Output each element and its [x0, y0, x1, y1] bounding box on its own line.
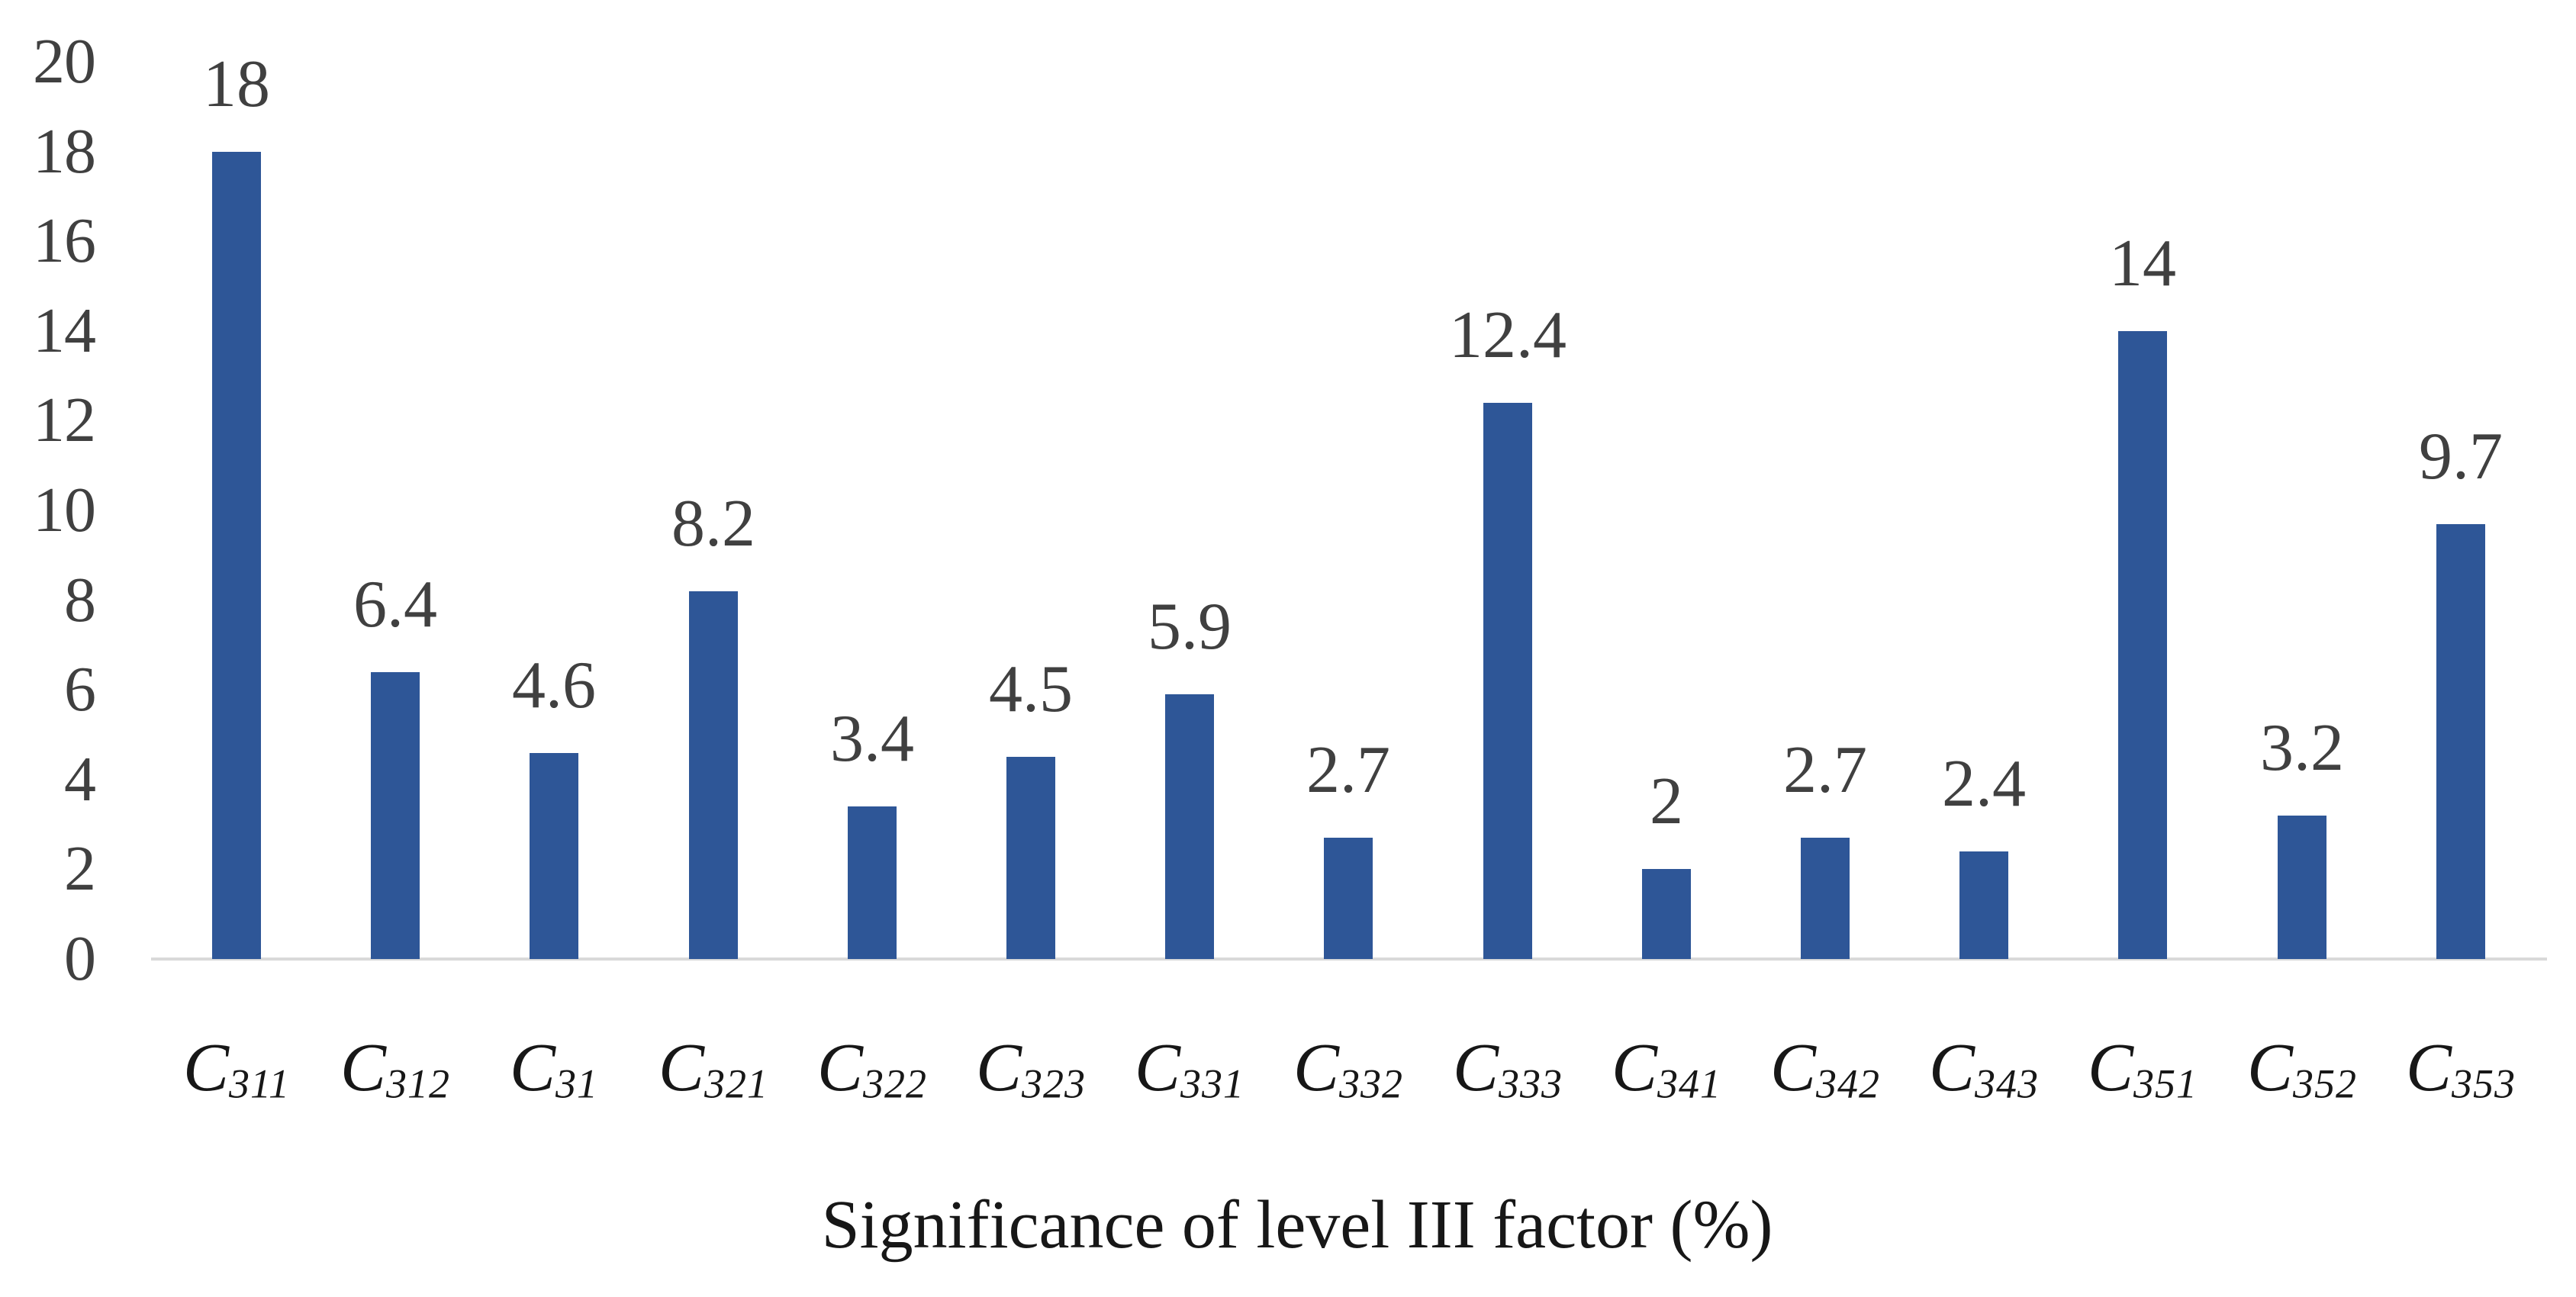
y-tick-label: 20	[33, 26, 96, 97]
category-label: C311	[78, 1030, 395, 1106]
bar-value-label: 2.7	[1306, 733, 1390, 807]
bar	[1959, 851, 2008, 959]
bar-value-label: 6.4	[353, 568, 437, 642]
y-tick-label: 10	[33, 475, 96, 546]
category-label: C341	[1508, 1030, 1825, 1106]
bar-value-label: 4.6	[512, 648, 596, 723]
bar-value-label: 3.2	[2260, 711, 2344, 785]
bar	[530, 753, 578, 959]
category-label-subscript: 341	[1657, 1060, 1722, 1107]
bar	[689, 591, 738, 959]
category-label-subscript: 311	[229, 1060, 291, 1107]
category-label-base: C	[1928, 1030, 1975, 1106]
y-tick-label: 18	[33, 115, 96, 187]
y-tick-label: 4	[64, 743, 96, 815]
bar-value-label: 9.7	[2419, 420, 2503, 494]
category-label-base: C	[1293, 1030, 1340, 1106]
bar	[1642, 869, 1691, 959]
bar	[2118, 331, 2167, 959]
bar	[1801, 838, 1850, 959]
category-label-base: C	[340, 1030, 387, 1106]
chart-title: Significance of level III factor (%)	[821, 1187, 1773, 1263]
bar	[1483, 403, 1532, 959]
bar-value-label: 2.7	[1783, 733, 1867, 807]
category-label: C351	[1984, 1030, 2301, 1106]
category-label: C353	[2302, 1030, 2576, 1106]
category-label-subscript: 31	[555, 1060, 599, 1107]
y-tick-label: 14	[33, 294, 96, 366]
category-label: C31	[395, 1030, 713, 1106]
bar	[2436, 524, 2485, 959]
category-label-subscript: 342	[1816, 1060, 1881, 1107]
category-label-subscript: 353	[2452, 1060, 2516, 1107]
category-label: C333	[1349, 1030, 1666, 1106]
bar-value-label: 5.9	[1148, 590, 1232, 664]
category-label-subscript: 352	[2293, 1060, 2358, 1107]
category-label: C352	[2143, 1030, 2461, 1106]
category-label-subscript: 351	[2133, 1060, 2198, 1107]
category-label-subscript: 333	[1499, 1060, 1563, 1107]
category-label-base: C	[1452, 1030, 1499, 1106]
category-label-base: C	[2087, 1030, 2134, 1106]
bar	[1006, 757, 1055, 959]
bar	[212, 152, 261, 959]
category-label-subscript: 332	[1339, 1060, 1404, 1107]
category-label-base: C	[975, 1030, 1022, 1106]
category-label: C332	[1190, 1030, 1507, 1106]
bar-value-label: 4.5	[989, 652, 1073, 726]
category-label: C312	[237, 1030, 554, 1106]
category-label: C342	[1666, 1030, 1984, 1106]
category-label: C322	[713, 1030, 1031, 1106]
bar-value-label: 12.4	[1449, 298, 1567, 372]
category-label: C343	[1825, 1030, 2143, 1106]
y-tick-label: 8	[64, 564, 96, 636]
category-label-base: C	[2246, 1030, 2294, 1106]
category-label-subscript: 331	[1180, 1060, 1245, 1107]
y-tick-label: 16	[33, 205, 96, 277]
category-label-base: C	[2405, 1030, 2452, 1106]
y-tick-label: 12	[33, 385, 96, 456]
category-label: C323	[872, 1030, 1190, 1106]
bar	[1165, 694, 1214, 959]
bar	[1324, 838, 1373, 959]
y-axis: 0 2 4 6 8 10 12 14 16 18 20	[0, 0, 96, 1297]
bar-value-label: 18	[203, 47, 270, 121]
category-label-subscript: 343	[1975, 1060, 2040, 1107]
category-label-base: C	[1134, 1030, 1181, 1106]
category-label-base: C	[182, 1030, 230, 1106]
bar-value-label: 8.2	[671, 487, 755, 561]
bar-value-label: 2.4	[1942, 747, 2026, 821]
category-label: C331	[1031, 1030, 1348, 1106]
category-label-base: C	[509, 1030, 556, 1106]
category-label: C321	[555, 1030, 872, 1106]
category-label-subscript: 323	[1022, 1060, 1087, 1107]
category-label-base: C	[658, 1030, 705, 1106]
category-label-base: C	[1769, 1030, 1817, 1106]
bar-value-label: 3.4	[830, 702, 914, 776]
bar-value-label: 2	[1650, 764, 1683, 838]
category-label-base: C	[1611, 1030, 1658, 1106]
category-label-base: C	[816, 1030, 864, 1106]
x-axis-line	[151, 957, 2547, 961]
bar	[2278, 816, 2326, 959]
y-tick-label: 2	[64, 833, 96, 905]
y-tick-label: 6	[64, 654, 96, 726]
y-tick-label: 0	[64, 923, 96, 994]
category-label-subscript: 321	[704, 1060, 769, 1107]
bar	[848, 806, 897, 959]
bar-value-label: 14	[2109, 227, 2176, 301]
bar	[371, 672, 420, 959]
category-label-subscript: 312	[386, 1060, 451, 1107]
x-axis-category-labels: C311 C312 C31 C321 C322 C323 C331 C332 C333 C341 C…	[0, 0, 2576, 1106]
category-label-subscript: 322	[863, 1060, 928, 1107]
